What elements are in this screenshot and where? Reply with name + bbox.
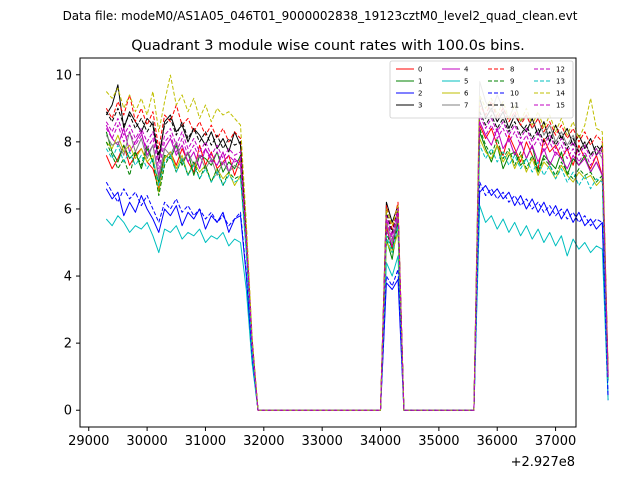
y-tick-label: 0 — [64, 404, 72, 419]
chart-title: Quadrant 3 module wise count rates with … — [131, 38, 525, 54]
x-tick-label: 30000 — [126, 434, 167, 449]
legend-label-2: 2 — [418, 90, 422, 98]
plot-lines — [105, 74, 609, 411]
x-tick-label: 31000 — [185, 434, 226, 449]
x-tick-label: 33000 — [301, 434, 342, 449]
x-tick-label: 35000 — [418, 434, 459, 449]
legend-label-12: 12 — [556, 66, 565, 74]
legend-label-15: 15 — [556, 102, 565, 110]
y-tick-label: 6 — [64, 202, 72, 217]
legend-label-10: 10 — [510, 90, 519, 98]
x-tick-label: 32000 — [243, 434, 284, 449]
legend-label-6: 6 — [464, 90, 469, 98]
x-axis: 29000 30000 31000 32000 33000 34000 35000 36000… — [68, 427, 576, 449]
legend-label-14: 14 — [556, 90, 565, 98]
series-line-11 — [105, 107, 609, 411]
y-tick-label: 10 — [55, 68, 72, 83]
x-tick-label: 36000 — [477, 434, 518, 449]
y-tick-label: 4 — [64, 270, 72, 285]
x-tick-label: 34000 — [360, 434, 401, 449]
series-line-13 — [105, 144, 609, 411]
y-axis: 0 2 4 6 8 10 — [55, 68, 80, 419]
legend-label-1: 1 — [418, 78, 422, 86]
series-line-12 — [105, 121, 609, 411]
series-line-1 — [105, 131, 609, 411]
legend-label-8: 8 — [510, 66, 514, 74]
legend-label-3: 3 — [418, 102, 422, 110]
figure-suptitle: Data file: modeM0/AS1A05_046T01_90000028… — [63, 9, 578, 23]
series-line-8 — [105, 94, 609, 411]
legend-label-7: 7 — [464, 102, 468, 110]
legend-label-0: 0 — [418, 66, 422, 74]
x-tick-label: 29000 — [68, 434, 109, 449]
legend-label-9: 9 — [510, 78, 514, 86]
legend-label-13: 13 — [556, 78, 565, 86]
series-line-2 — [105, 185, 609, 411]
series-line-6 — [105, 134, 609, 411]
series-line-5 — [105, 205, 609, 411]
legend-label-4: 4 — [464, 66, 469, 74]
series-line-10 — [105, 181, 609, 411]
y-tick-label: 2 — [64, 337, 72, 352]
plot-frame — [79, 57, 577, 428]
legend-frame — [389, 60, 574, 119]
legend-label-5: 5 — [464, 78, 468, 86]
series-line-7 — [105, 81, 609, 411]
series-line-15 — [105, 114, 609, 411]
x-offset-label: +2.927e8 — [511, 455, 575, 470]
x-tick-label: 37000 — [535, 434, 576, 449]
series-line-0 — [105, 124, 609, 411]
legend-label-11: 11 — [510, 102, 519, 110]
series-line-9 — [105, 127, 609, 411]
y-tick-label: 8 — [64, 135, 72, 150]
